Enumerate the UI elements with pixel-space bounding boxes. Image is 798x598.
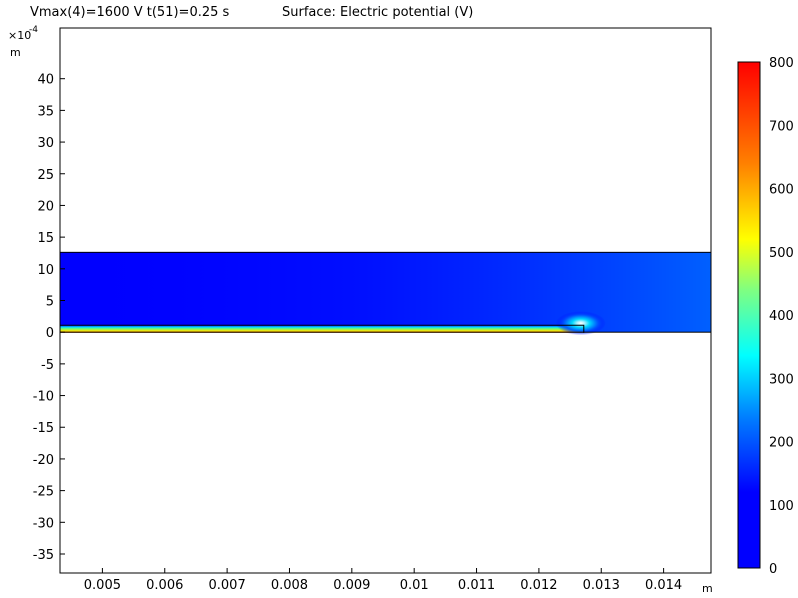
y-tick-label: -15 bbox=[33, 421, 54, 436]
colorbar-tick-label: 600 bbox=[769, 183, 794, 198]
y-axis: 40 35 30 25 20 15 10 5 0 -5 -10 -15 -20 -25 -30 -35 bbox=[33, 73, 65, 563]
y-tick-label: 5 bbox=[46, 295, 54, 310]
colorbar-tick-label: 100 bbox=[769, 499, 794, 514]
x-tick-label: 0.01 bbox=[400, 578, 429, 593]
y-scale-base: ×10 bbox=[8, 29, 31, 42]
y-tick-label: 15 bbox=[37, 231, 54, 246]
x-tick-label: 0.008 bbox=[271, 578, 308, 593]
x-axis: 0.005 0.006 0.007 0.008 0.009 0.01 0.011 0.012 0… bbox=[84, 568, 682, 593]
colorbar-tick-label: 0 bbox=[769, 562, 777, 577]
domain-outline bbox=[60, 251, 711, 333]
colorbar-tick-label: 200 bbox=[769, 436, 794, 451]
x-tick-label: 0.013 bbox=[583, 578, 620, 593]
x-tick-label: 0.011 bbox=[458, 578, 495, 593]
y-tick-label: 20 bbox=[37, 199, 54, 214]
domain-right-gradient bbox=[60, 252, 711, 333]
plot-area bbox=[60, 251, 711, 336]
x-tick-label: 0.012 bbox=[520, 578, 557, 593]
y-tick-label: -25 bbox=[33, 485, 54, 500]
colorbar bbox=[737, 61, 761, 569]
y-tick-label: 40 bbox=[37, 73, 54, 88]
x-tick-label: 0.005 bbox=[84, 578, 121, 593]
y-axis-unit: m bbox=[10, 46, 21, 59]
colorbar-ticks: 0 100 200 300 400 500 600 700 800 bbox=[769, 56, 794, 577]
y-tick-label: 25 bbox=[37, 168, 54, 183]
chart-title-right: Surface: Electric potential (V) bbox=[282, 5, 473, 20]
y-tick-label: 35 bbox=[37, 104, 54, 119]
colorbar-tick-label: 300 bbox=[769, 372, 794, 387]
colorbar-tick-label: 500 bbox=[769, 246, 794, 261]
y-tick-label: -10 bbox=[33, 390, 54, 405]
y-tick-label: 10 bbox=[37, 263, 54, 278]
electrode-tip-field bbox=[555, 311, 606, 336]
x-tick-label: 0.009 bbox=[333, 578, 370, 593]
electrode-layer bbox=[60, 325, 584, 333]
colorbar-tick-label: 400 bbox=[769, 309, 794, 324]
y-tick-label: -30 bbox=[33, 516, 54, 531]
y-scale-exponent: -4 bbox=[29, 25, 38, 35]
electrode-outline bbox=[60, 324, 585, 333]
x-tick-label: 0.006 bbox=[146, 578, 183, 593]
x-tick-label: 0.007 bbox=[209, 578, 246, 593]
y-tick-label: -35 bbox=[33, 548, 54, 563]
y-tick-label: -5 bbox=[41, 358, 54, 373]
y-tick-label: -20 bbox=[33, 453, 54, 468]
y-tick-label: 0 bbox=[46, 326, 54, 341]
y-tick-label: 30 bbox=[37, 136, 54, 151]
colorbar-tick-label: 800 bbox=[769, 56, 794, 71]
colorbar-tick-label: 700 bbox=[769, 119, 794, 134]
x-axis-unit: m bbox=[702, 582, 713, 595]
chart-title-left: Vmax(4)=1600 V t(51)=0.25 s bbox=[30, 5, 230, 20]
x-tick-label: 0.014 bbox=[645, 578, 682, 593]
